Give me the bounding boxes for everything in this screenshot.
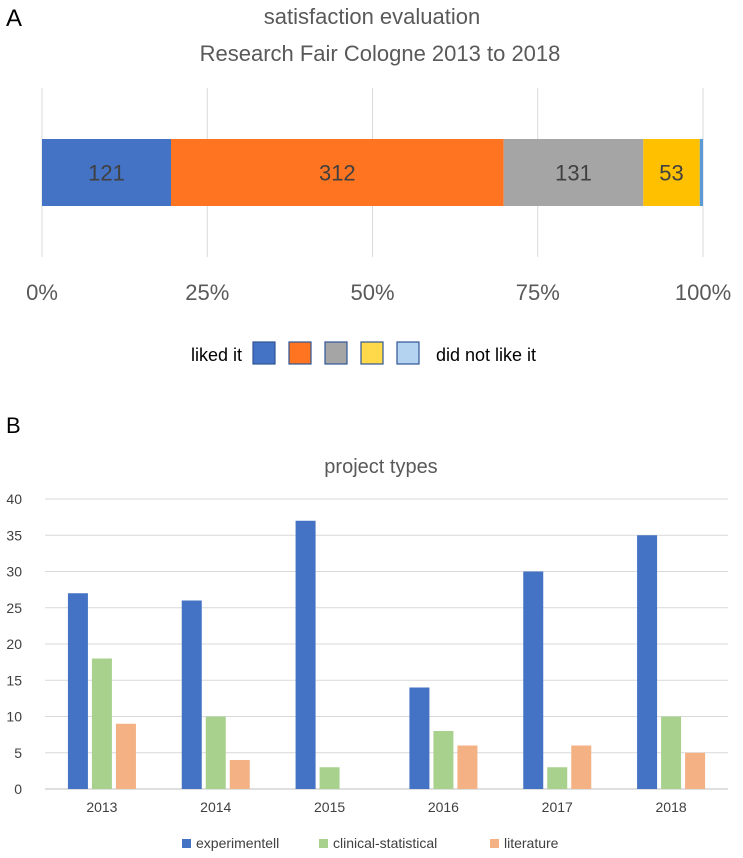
- x-tick-label: 2013: [86, 799, 117, 815]
- chart-b-gridlines: [45, 498, 728, 790]
- bar: [91, 658, 112, 789]
- x-tick-label: 2014: [200, 799, 231, 815]
- x-tick-label: 100%: [675, 280, 731, 305]
- y-tick-label: 15: [6, 672, 22, 688]
- chart-b-x-ticks: 2013 2014 2015 2016 2017 2018: [86, 799, 687, 815]
- legend-swatch: [252, 341, 276, 365]
- legend-swatch: [288, 341, 312, 365]
- chart-b-title: project types: [324, 456, 437, 478]
- bar-segment: [171, 139, 504, 206]
- y-tick-label: 40: [6, 491, 22, 507]
- bar-segment: [503, 139, 644, 206]
- chart-b-bars: [67, 520, 706, 789]
- bar-segment: [699, 139, 703, 206]
- bar: [523, 571, 544, 789]
- bar: [181, 600, 202, 789]
- y-tick-label: 5: [14, 745, 22, 761]
- data-label: 312: [319, 161, 356, 186]
- x-tick-label: 2018: [656, 799, 687, 815]
- bar: [685, 752, 706, 789]
- legend-swatch: [360, 341, 384, 365]
- chart-b-y-ticks: 0 5 10 15 20 25 30 35 40: [6, 491, 22, 797]
- panel-a-label: A: [6, 5, 22, 32]
- x-tick-label: 2017: [542, 799, 573, 815]
- legend-swatch: [182, 839, 191, 848]
- bar: [67, 593, 88, 789]
- x-tick-label: 2015: [314, 799, 345, 815]
- chart-a-subtitle: Research Fair Cologne 2013 to 2018: [200, 41, 561, 66]
- chart-a-legend: liked it did not like it: [191, 341, 536, 365]
- legend-swatch: [319, 839, 328, 848]
- data-label: 53: [659, 161, 683, 186]
- bar: [637, 535, 658, 789]
- chart-a-title: satisfaction evaluation: [264, 4, 480, 29]
- y-tick-label: 10: [6, 709, 22, 725]
- legend-label: experimentell: [196, 835, 279, 851]
- bar: [115, 723, 136, 789]
- data-label: 121: [88, 161, 125, 186]
- y-tick-label: 35: [6, 527, 22, 543]
- legend-right-text: did not like it: [436, 345, 536, 365]
- y-tick-label: 30: [6, 564, 22, 580]
- chart-a-data-labels: 121 312 131 53: [88, 161, 684, 186]
- legend-swatch: [324, 341, 348, 365]
- x-tick-label: 75%: [516, 280, 560, 305]
- bar: [661, 716, 682, 789]
- chart-a-x-ticks: 0% 25% 50% 75% 100%: [26, 280, 731, 305]
- bar: [295, 520, 316, 789]
- x-tick-label: 50%: [350, 280, 394, 305]
- bar: [457, 745, 478, 789]
- y-tick-label: 0: [14, 781, 22, 797]
- legend-label: literature: [504, 835, 559, 851]
- y-tick-label: 25: [6, 600, 22, 616]
- bar-segment: [643, 139, 700, 206]
- panel-b-label: B: [6, 413, 21, 438]
- chart-a-bar: [42, 139, 703, 206]
- y-tick-label: 20: [6, 636, 22, 652]
- bar: [409, 687, 430, 789]
- bar: [229, 760, 250, 789]
- bar: [319, 767, 340, 789]
- x-tick-label: 25%: [185, 280, 229, 305]
- bar: [205, 716, 226, 789]
- bar: [433, 731, 454, 789]
- legend-swatch: [490, 839, 499, 848]
- legend-label: clinical-statistical: [333, 835, 437, 851]
- legend-swatch: [396, 341, 420, 365]
- bar: [547, 767, 568, 789]
- bar-segment: [42, 139, 172, 206]
- x-tick-label: 2016: [428, 799, 459, 815]
- x-tick-label: 0%: [26, 280, 58, 305]
- bar: [571, 745, 592, 789]
- chart-b-legend: experimentell clinical-statistical literat…: [182, 835, 559, 851]
- data-label: 131: [555, 161, 592, 186]
- legend-left-text: liked it: [191, 345, 242, 365]
